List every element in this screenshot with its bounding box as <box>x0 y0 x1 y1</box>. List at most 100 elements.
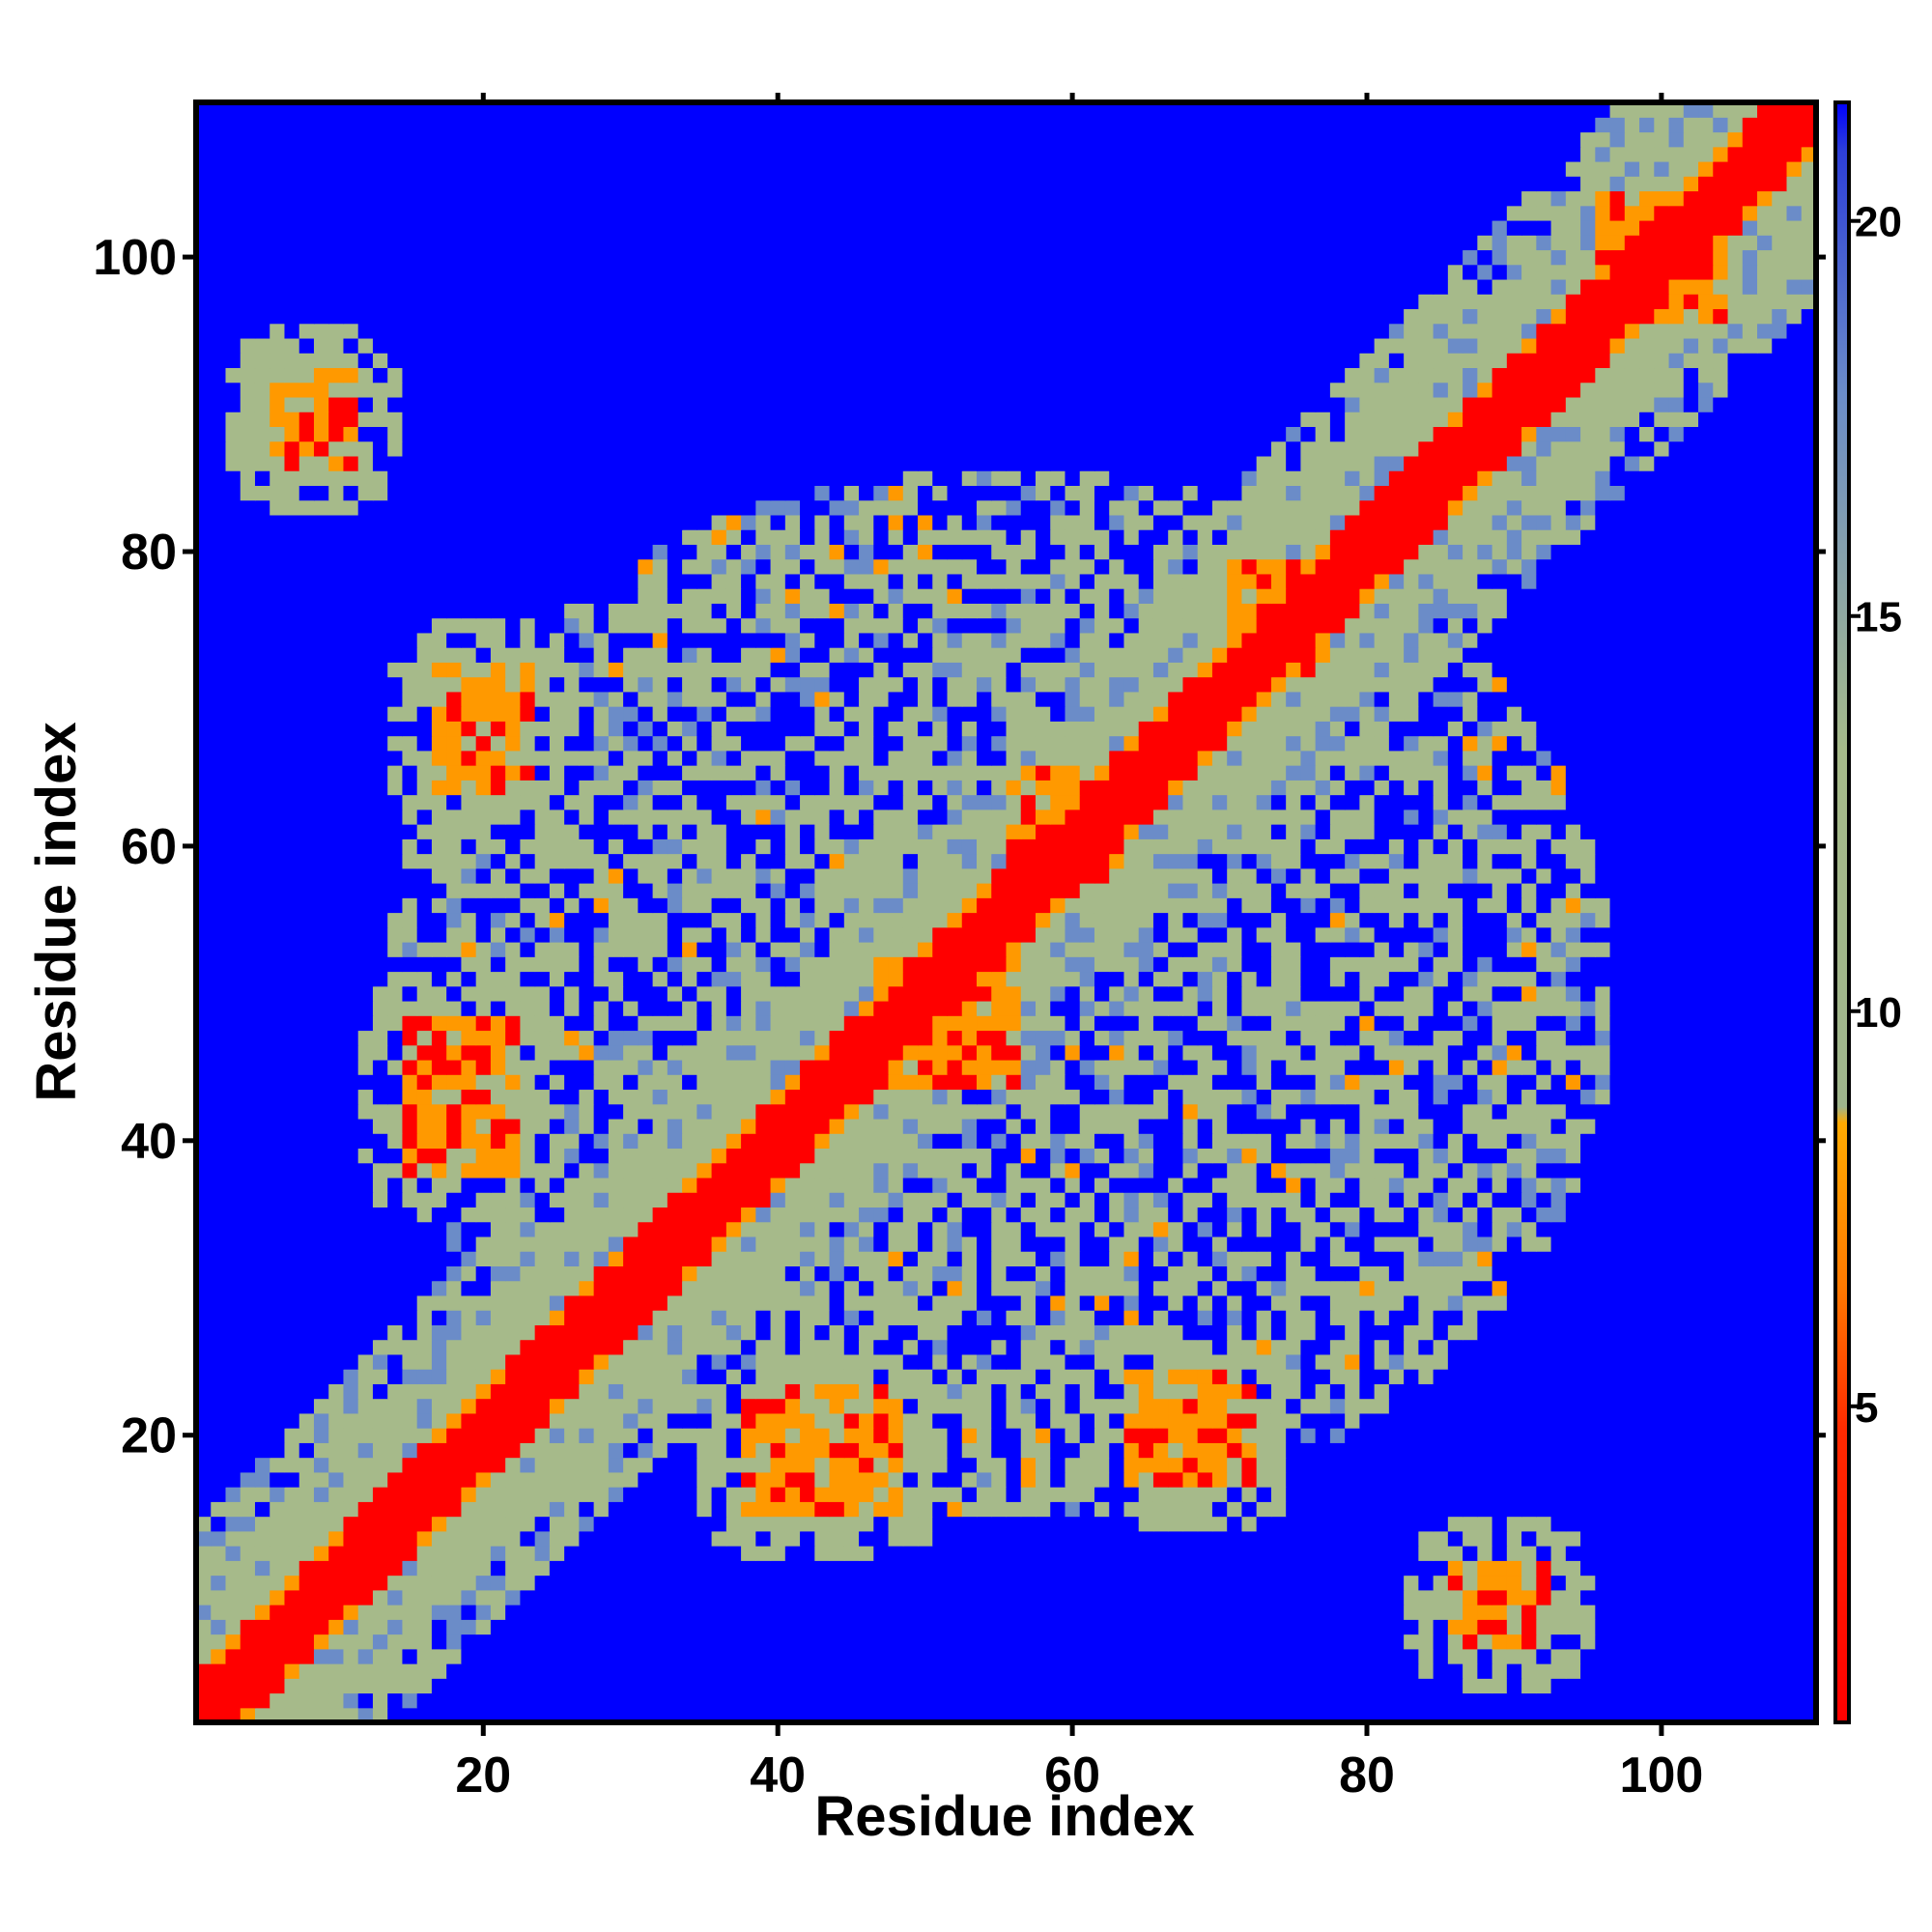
heatmap-cell <box>298 1707 315 1723</box>
heatmap-cell <box>1713 1457 1729 1473</box>
heatmap-cell <box>416 1530 433 1547</box>
heatmap-cell <box>1050 1324 1066 1341</box>
heatmap-cell <box>579 1412 595 1429</box>
heatmap-cell <box>961 1192 978 1208</box>
heatmap-cell <box>343 1059 359 1075</box>
heatmap-cell <box>1683 1692 1699 1709</box>
heatmap-cell <box>741 1457 756 1473</box>
heatmap-cell <box>1035 1192 1051 1208</box>
heatmap-cell <box>1639 1118 1655 1134</box>
heatmap-cell <box>1609 1442 1626 1459</box>
heatmap-cell <box>196 1339 212 1355</box>
heatmap-cell <box>859 1634 874 1650</box>
heatmap-cell <box>254 1324 270 1341</box>
heatmap-cell <box>225 1265 242 1282</box>
heatmap-cell <box>1270 1560 1287 1577</box>
heatmap-cell <box>696 1707 713 1723</box>
heatmap-cell <box>402 1634 418 1650</box>
heatmap-cell <box>402 1412 418 1429</box>
heatmap-cell <box>814 1575 831 1591</box>
heatmap-cell <box>254 1236 270 1252</box>
heatmap-cell <box>1006 1207 1022 1223</box>
heatmap-cell <box>991 1428 1008 1443</box>
heatmap-cell <box>387 1339 404 1355</box>
heatmap-cell <box>490 1412 506 1429</box>
heatmap-cell <box>1270 1692 1287 1709</box>
heatmap-cell <box>1123 1103 1140 1120</box>
heatmap-cell <box>1211 1546 1228 1561</box>
heatmap-cell <box>1404 1589 1419 1605</box>
heatmap-cell <box>225 1221 242 1237</box>
heatmap-cell <box>1757 1265 1773 1282</box>
heatmap-cell <box>1772 1471 1788 1488</box>
heatmap-cell <box>1006 1605 1022 1620</box>
heatmap-cell <box>638 1707 654 1723</box>
heatmap-cell <box>1286 1383 1302 1400</box>
heatmap-cell <box>1624 1398 1640 1414</box>
heatmap-cell <box>1315 1412 1331 1429</box>
heatmap-cell <box>888 1118 904 1134</box>
heatmap-cell <box>770 1044 786 1061</box>
heatmap-cell <box>1286 1177 1302 1193</box>
heatmap-cell <box>1683 1339 1699 1355</box>
heatmap-cell <box>1595 1103 1611 1120</box>
heatmap-cell <box>770 1428 786 1443</box>
heatmap-cell <box>814 1192 831 1208</box>
heatmap-cell <box>298 1089 315 1105</box>
heatmap-cell <box>1521 1663 1537 1679</box>
heatmap-cell <box>977 1207 992 1223</box>
heatmap-cell <box>1182 1236 1199 1252</box>
heatmap-cell <box>1020 1501 1037 1518</box>
heatmap-cell <box>534 1383 551 1400</box>
heatmap-cell <box>1668 1207 1685 1223</box>
heatmap-cell <box>1418 1236 1435 1252</box>
heatmap-cell <box>1182 1089 1199 1105</box>
heatmap-cell <box>947 1575 963 1591</box>
heatmap-cell <box>1035 1310 1051 1325</box>
heatmap-cell <box>313 1530 329 1547</box>
heatmap-cell <box>534 1118 551 1134</box>
heatmap-cell <box>1492 1442 1508 1459</box>
heatmap-cell <box>932 1103 949 1120</box>
heatmap-cell <box>1094 1324 1110 1341</box>
heatmap-cell <box>1404 1133 1419 1150</box>
heatmap-cell <box>1565 1442 1581 1459</box>
heatmap-cell <box>1609 1118 1626 1134</box>
heatmap-cell <box>1565 1619 1581 1635</box>
heatmap-cell <box>1168 1398 1184 1414</box>
heatmap-cell <box>372 1678 388 1694</box>
heatmap-cell <box>1404 1471 1419 1488</box>
heatmap-cell <box>638 1501 654 1518</box>
heatmap-cell <box>1211 1133 1228 1150</box>
heatmap-cell <box>1698 1648 1714 1664</box>
heatmap-cell <box>1609 1280 1626 1296</box>
heatmap-cell <box>1329 1265 1346 1282</box>
heatmap-cell <box>1020 1398 1037 1414</box>
heatmap-cell <box>534 1324 551 1341</box>
heatmap-cell <box>1315 1089 1331 1105</box>
heatmap-cell <box>755 1207 772 1223</box>
heatmap-cell <box>1757 1221 1773 1237</box>
heatmap-cell <box>1683 1501 1699 1518</box>
heatmap-cell <box>888 1692 904 1709</box>
heatmap-cell <box>800 1678 815 1694</box>
heatmap-cell <box>1565 1059 1581 1075</box>
heatmap-cell <box>784 1487 801 1502</box>
heatmap-cell <box>1772 1530 1788 1547</box>
heatmap-cell <box>343 1192 359 1208</box>
heatmap-cell <box>725 1560 742 1577</box>
heatmap-cell <box>505 1471 521 1488</box>
heatmap-cell <box>1315 1589 1331 1605</box>
heatmap-cell <box>225 1663 242 1679</box>
heatmap-cell <box>1050 1118 1066 1134</box>
heatmap-cell <box>977 1103 992 1120</box>
heatmap-cell <box>947 1221 963 1237</box>
heatmap-cell <box>784 1412 801 1429</box>
heatmap-cell <box>873 1428 890 1443</box>
heatmap-cell <box>918 1059 933 1075</box>
heatmap-cell <box>1050 1648 1066 1664</box>
heatmap-cell <box>608 1310 624 1325</box>
heatmap-cell <box>1433 1265 1449 1282</box>
heatmap-cell <box>1668 1089 1685 1105</box>
heatmap-cell <box>1050 1428 1066 1443</box>
